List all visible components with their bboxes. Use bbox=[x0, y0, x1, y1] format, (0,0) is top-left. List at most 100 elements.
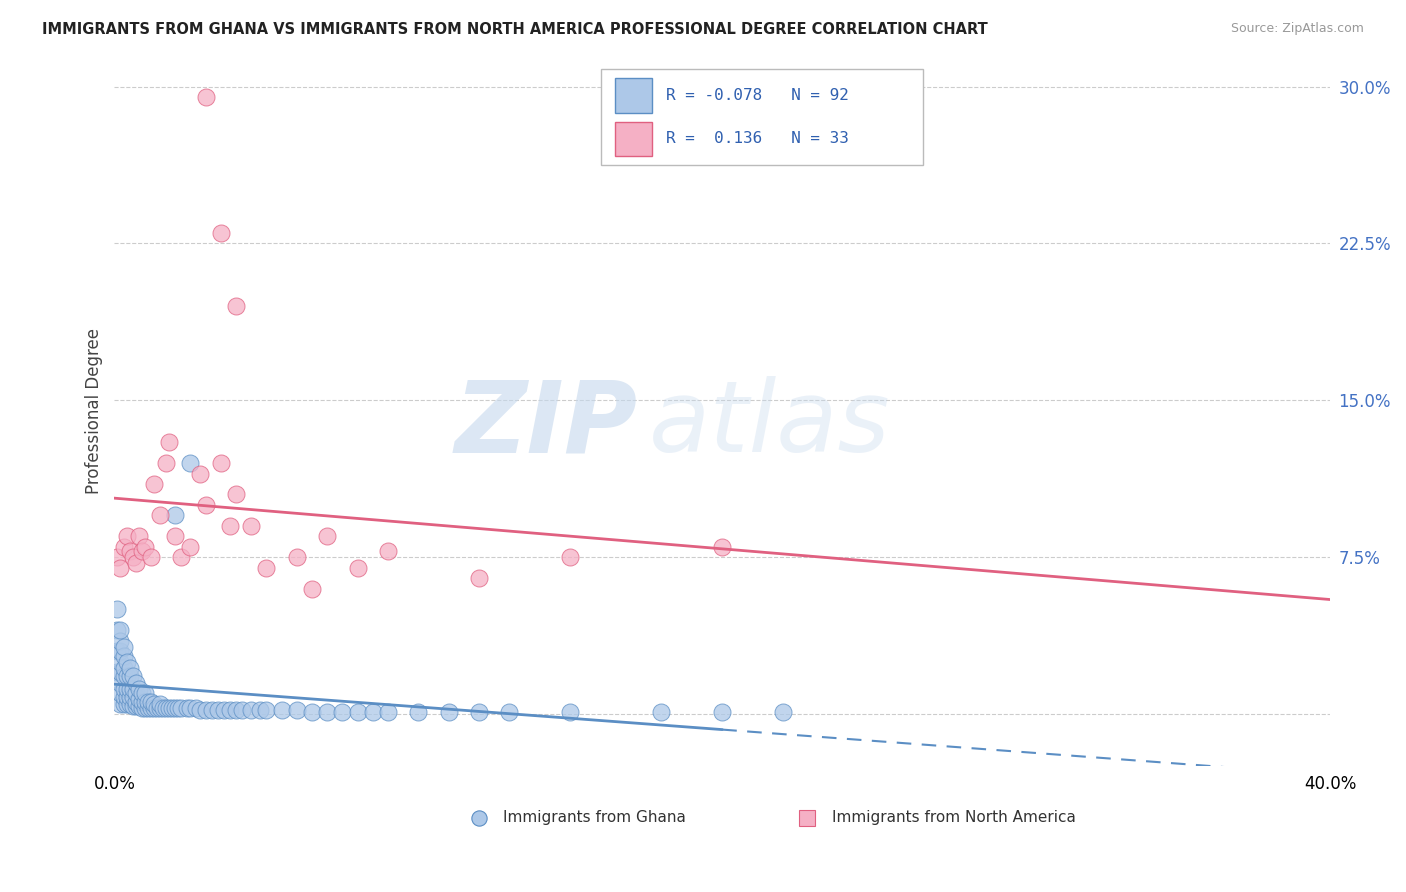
Point bbox=[225, 487, 247, 501]
Point bbox=[112, 648, 135, 663]
Point bbox=[152, 701, 174, 715]
Point bbox=[270, 703, 292, 717]
Point bbox=[377, 705, 399, 719]
Point bbox=[219, 518, 242, 533]
Point bbox=[149, 508, 172, 523]
Point bbox=[142, 697, 165, 711]
Point bbox=[115, 669, 138, 683]
Point bbox=[118, 669, 141, 683]
Point bbox=[209, 226, 232, 240]
FancyBboxPatch shape bbox=[600, 70, 922, 165]
Point bbox=[125, 694, 148, 708]
Point bbox=[121, 550, 143, 565]
Point bbox=[131, 701, 153, 715]
Point bbox=[157, 701, 180, 715]
Point bbox=[131, 544, 153, 558]
Point bbox=[219, 703, 242, 717]
Point bbox=[142, 477, 165, 491]
Point bbox=[194, 90, 217, 104]
Point bbox=[149, 701, 172, 715]
Point bbox=[437, 705, 460, 719]
Point bbox=[125, 686, 148, 700]
Point bbox=[560, 550, 582, 565]
Point bbox=[128, 698, 150, 713]
Point bbox=[112, 640, 135, 655]
Point bbox=[179, 456, 201, 470]
Point bbox=[115, 690, 138, 705]
Point bbox=[165, 529, 187, 543]
Point bbox=[346, 560, 368, 574]
Point bbox=[115, 655, 138, 669]
Text: ZIP: ZIP bbox=[454, 376, 637, 474]
Point bbox=[134, 701, 156, 715]
Point bbox=[408, 705, 430, 719]
Point bbox=[167, 701, 190, 715]
Point bbox=[240, 703, 263, 717]
Text: R =  0.136   N = 33: R = 0.136 N = 33 bbox=[666, 131, 849, 146]
Point bbox=[121, 690, 143, 705]
Point bbox=[110, 560, 132, 574]
Point bbox=[361, 705, 384, 719]
Point bbox=[110, 644, 132, 658]
Point bbox=[128, 529, 150, 543]
Point bbox=[194, 498, 217, 512]
Point bbox=[125, 675, 148, 690]
Point bbox=[128, 681, 150, 696]
Bar bbox=[616, 78, 652, 112]
Point bbox=[285, 550, 308, 565]
Point bbox=[711, 705, 734, 719]
Point bbox=[188, 467, 211, 481]
Point bbox=[128, 692, 150, 706]
Point bbox=[149, 697, 172, 711]
Point bbox=[118, 697, 141, 711]
Text: Immigrants from Ghana: Immigrants from Ghana bbox=[503, 810, 686, 825]
Point bbox=[231, 703, 253, 717]
Point bbox=[110, 697, 132, 711]
Point bbox=[155, 701, 177, 715]
Point bbox=[134, 686, 156, 700]
Point bbox=[118, 681, 141, 696]
Y-axis label: Professional Degree: Professional Degree bbox=[86, 327, 103, 494]
Point bbox=[107, 602, 129, 616]
Point bbox=[112, 697, 135, 711]
Point bbox=[139, 694, 162, 708]
Point bbox=[125, 698, 148, 713]
Point bbox=[468, 571, 491, 585]
Point bbox=[194, 703, 217, 717]
Point bbox=[170, 701, 193, 715]
Point bbox=[121, 681, 143, 696]
Point bbox=[560, 705, 582, 719]
Point bbox=[121, 698, 143, 713]
Point bbox=[110, 624, 132, 638]
Point bbox=[136, 701, 159, 715]
Point bbox=[118, 661, 141, 675]
Point bbox=[110, 633, 132, 648]
Point bbox=[650, 705, 672, 719]
Point bbox=[711, 540, 734, 554]
Point bbox=[136, 694, 159, 708]
Point bbox=[316, 705, 339, 719]
Point bbox=[118, 544, 141, 558]
Point bbox=[176, 701, 198, 715]
Point bbox=[179, 540, 201, 554]
Point bbox=[115, 529, 138, 543]
Point bbox=[142, 701, 165, 715]
Text: Immigrants from North America: Immigrants from North America bbox=[831, 810, 1076, 825]
Point bbox=[240, 518, 263, 533]
Point bbox=[146, 701, 169, 715]
Point bbox=[112, 661, 135, 675]
Point bbox=[179, 701, 201, 715]
Point bbox=[377, 544, 399, 558]
Point bbox=[134, 694, 156, 708]
Point bbox=[112, 540, 135, 554]
Point bbox=[125, 557, 148, 571]
Bar bbox=[616, 121, 652, 156]
Point bbox=[157, 435, 180, 450]
Text: atlas: atlas bbox=[650, 376, 891, 474]
Point bbox=[330, 705, 353, 719]
Point bbox=[112, 690, 135, 705]
Point bbox=[254, 560, 277, 574]
Point bbox=[115, 697, 138, 711]
Point bbox=[772, 705, 794, 719]
Point bbox=[107, 624, 129, 638]
